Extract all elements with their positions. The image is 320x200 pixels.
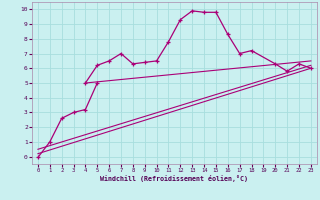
X-axis label: Windchill (Refroidissement éolien,°C): Windchill (Refroidissement éolien,°C): [100, 175, 248, 182]
